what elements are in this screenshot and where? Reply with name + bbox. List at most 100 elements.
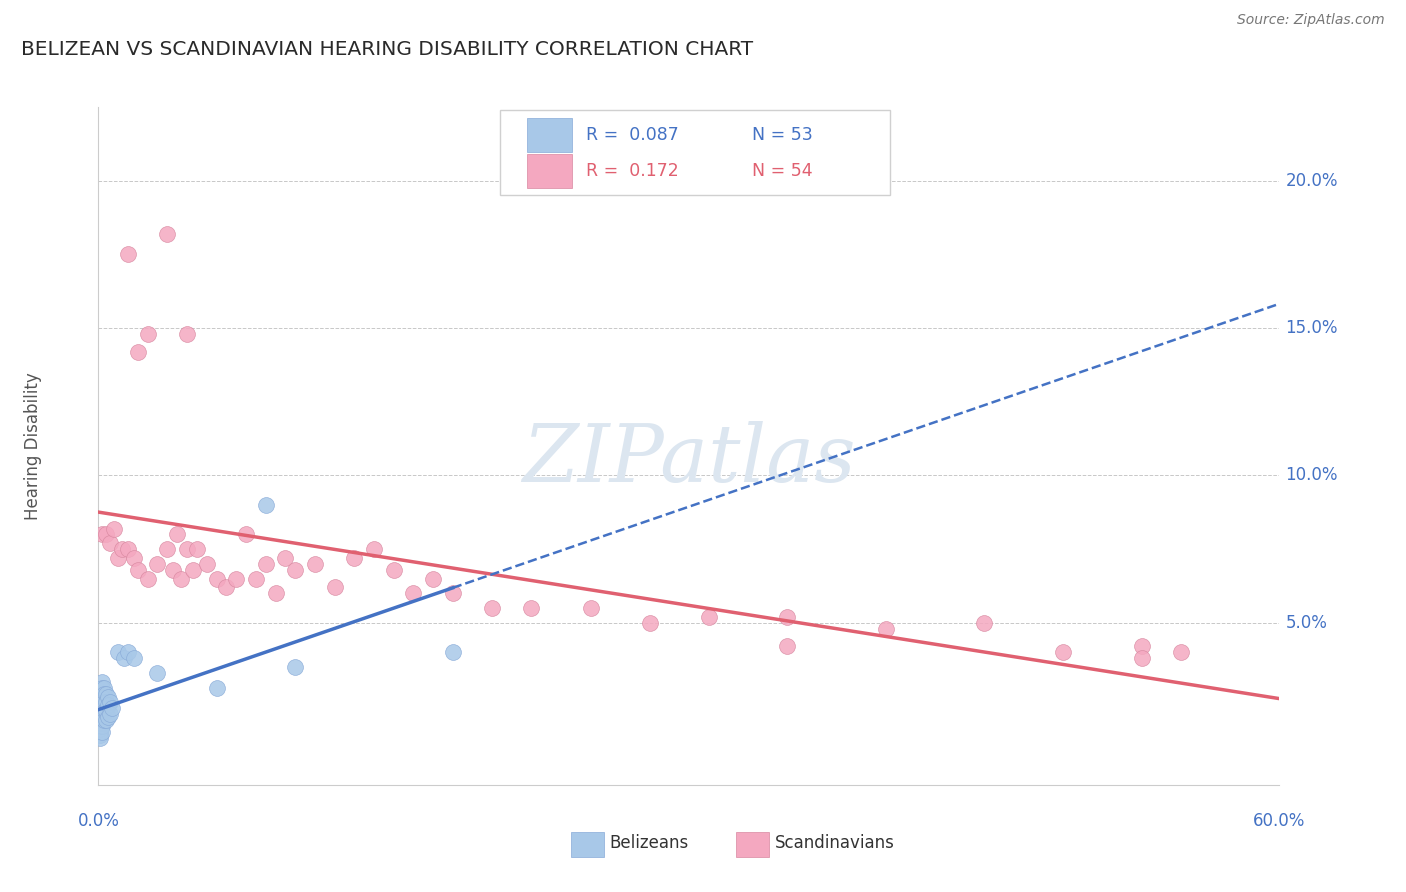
Point <box>89 710 111 724</box>
Point <box>176 542 198 557</box>
Point <box>91 701 114 715</box>
Point <box>323 581 346 595</box>
Text: N = 53: N = 53 <box>752 126 813 144</box>
Text: 10.0%: 10.0% <box>1285 467 1339 484</box>
Bar <box>571 831 605 857</box>
Point <box>195 557 218 571</box>
Text: Scandinavians: Scandinavians <box>775 834 896 852</box>
Point <box>776 640 799 654</box>
Point <box>122 651 145 665</box>
Point <box>225 572 247 586</box>
Point <box>89 719 111 733</box>
Point <box>422 572 444 586</box>
Point <box>245 572 267 586</box>
Point <box>170 572 193 586</box>
Point <box>156 227 179 241</box>
Point <box>638 615 661 630</box>
Point <box>146 557 169 571</box>
Point <box>107 551 129 566</box>
Point <box>96 695 118 709</box>
Point <box>97 690 120 704</box>
Point <box>97 698 120 713</box>
Point <box>96 704 118 718</box>
Point <box>264 586 287 600</box>
Bar <box>737 831 769 857</box>
Bar <box>527 118 572 152</box>
Point <box>205 681 228 695</box>
Point <box>156 542 179 557</box>
Point <box>98 536 121 550</box>
Point <box>776 610 799 624</box>
Point <box>91 674 114 689</box>
Point <box>91 690 114 704</box>
Point <box>93 687 115 701</box>
Text: 0.0%: 0.0% <box>77 812 120 830</box>
Point <box>89 731 111 745</box>
Text: N = 54: N = 54 <box>752 161 813 179</box>
Text: Hearing Disability: Hearing Disability <box>24 372 42 520</box>
Point <box>89 710 111 724</box>
Point <box>122 551 145 566</box>
Point <box>96 687 118 701</box>
Point <box>1052 645 1074 659</box>
Point <box>91 695 114 709</box>
Point <box>284 563 307 577</box>
Point <box>91 681 114 695</box>
Text: 20.0%: 20.0% <box>1285 172 1339 190</box>
Point <box>89 725 111 739</box>
Point <box>91 527 114 541</box>
Point <box>112 651 135 665</box>
Point <box>98 695 121 709</box>
Point <box>136 572 159 586</box>
Point <box>127 344 149 359</box>
Point <box>176 326 198 341</box>
Point <box>111 542 134 557</box>
Point <box>127 563 149 577</box>
Point <box>101 701 124 715</box>
Point <box>89 713 111 727</box>
Point <box>89 704 111 718</box>
Point <box>117 247 139 261</box>
Point <box>96 527 118 541</box>
Point <box>186 542 208 557</box>
Point <box>441 645 464 659</box>
Point <box>89 713 111 727</box>
Point <box>254 498 277 512</box>
Text: 5.0%: 5.0% <box>1285 614 1327 632</box>
Point <box>1130 640 1153 654</box>
Point <box>89 716 111 731</box>
Point <box>93 713 115 727</box>
Point <box>96 713 118 727</box>
Point <box>1170 645 1192 659</box>
Bar <box>527 153 572 187</box>
Point <box>166 527 188 541</box>
Point <box>93 704 115 718</box>
Point <box>1130 651 1153 665</box>
Point <box>89 716 111 731</box>
Point <box>235 527 257 541</box>
Point <box>89 701 111 715</box>
Point <box>93 695 115 709</box>
Point <box>579 601 602 615</box>
Point <box>304 557 326 571</box>
Point <box>89 728 111 742</box>
Point <box>89 722 111 736</box>
Point <box>697 610 720 624</box>
Text: R =  0.172: R = 0.172 <box>586 161 679 179</box>
Point <box>89 707 111 722</box>
Point <box>274 551 297 566</box>
Point <box>91 713 114 727</box>
Point <box>215 581 238 595</box>
Text: R =  0.087: R = 0.087 <box>586 126 679 144</box>
Point <box>481 601 503 615</box>
Point <box>973 615 995 630</box>
Point <box>162 563 184 577</box>
Text: 15.0%: 15.0% <box>1285 319 1339 337</box>
Point <box>382 563 405 577</box>
Point <box>441 586 464 600</box>
Point <box>136 326 159 341</box>
Point <box>205 572 228 586</box>
Point <box>254 557 277 571</box>
Point <box>181 563 204 577</box>
Point <box>117 542 139 557</box>
